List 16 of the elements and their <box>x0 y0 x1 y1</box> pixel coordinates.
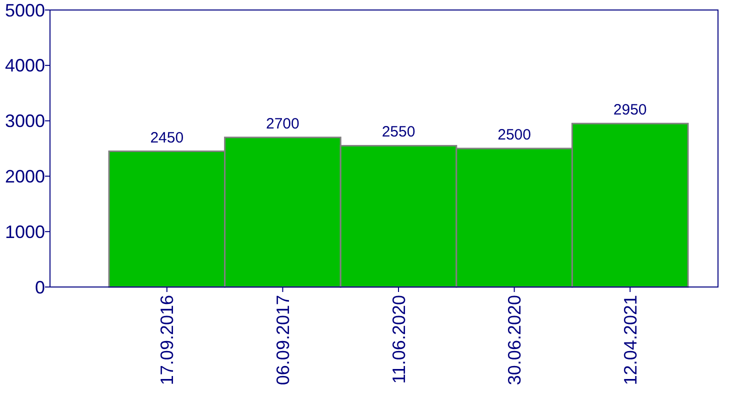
data-label: 2450 <box>150 129 184 146</box>
data-label: 2550 <box>382 124 416 141</box>
x-tick-label: 12.04.2021 <box>620 295 640 386</box>
y-tick-label: 0 <box>34 277 45 298</box>
x-tick-label: 11.06.2020 <box>388 295 409 384</box>
y-tick-label: 2000 <box>4 166 45 186</box>
y-tick-label: 3000 <box>4 111 45 132</box>
data-label: 2500 <box>498 126 531 144</box>
y-tick-label: 4000 <box>4 56 45 76</box>
y-tick-label: 1000 <box>4 222 45 242</box>
data-label: 2700 <box>266 115 300 132</box>
data-label: 2950 <box>613 102 647 119</box>
x-tick-label: 17.09.2016 <box>157 295 178 386</box>
x-tick-label: 30.06.2020 <box>504 295 525 386</box>
x-tick-label: 06.09.2017 <box>273 295 293 386</box>
y-tick-label: 5000 <box>4 0 45 20</box>
